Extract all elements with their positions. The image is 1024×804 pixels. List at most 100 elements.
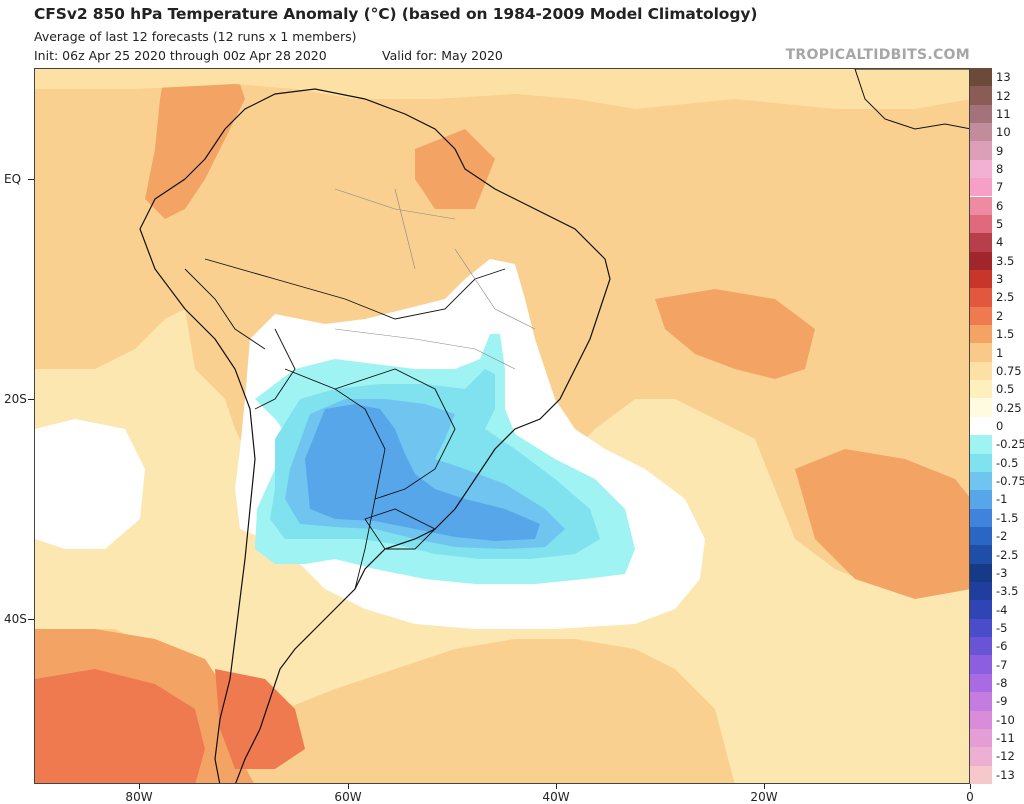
country-border-bolivia (254, 328, 296, 410)
colorbar-label: 1 (996, 345, 1004, 360)
hot-region-patagonia (215, 669, 305, 769)
colorbar-swatch (970, 269, 992, 289)
colorbar-level: -5 (970, 618, 1024, 638)
colorbar-label: 3 (996, 272, 1004, 287)
colorbar-label: 0.25 (996, 400, 1022, 415)
colorbar-label: 0.75 (996, 363, 1022, 378)
country-border-uruguay (364, 508, 436, 550)
colorbar-label: 12 (996, 88, 1011, 103)
chart-subtitle: Average of last 12 forecasts (12 runs x … (34, 29, 357, 44)
colorbar-swatch (970, 398, 992, 417)
colorbar-level: 5 (970, 214, 1024, 234)
colorbar-label: -2 (996, 529, 1008, 544)
colorbar-swatch (970, 196, 992, 215)
lon-label-40w: 40W (542, 790, 570, 804)
colorbar-label: 1.5 (996, 327, 1015, 342)
colorbar-level: 4 (970, 233, 1024, 252)
colorbar-swatch (970, 618, 992, 638)
colorbar-swatch (970, 68, 992, 87)
warm-region-atlantic (655, 289, 815, 379)
colorbar-label: 4 (996, 235, 1004, 250)
lon-tick-20w (764, 784, 765, 789)
anomaly-map (34, 68, 970, 784)
country-border-paraguay (334, 368, 456, 500)
colorbar-label: -9 (996, 694, 1008, 709)
lat-label-40s: 40S (4, 612, 27, 626)
colorbar-level: -4 (970, 600, 1024, 619)
colorbar-level: 1.5 (970, 325, 1024, 344)
state-borders-brazil (334, 188, 536, 370)
colorbar-level: -10 (970, 710, 1024, 729)
colorbar-level: 3.5 (970, 251, 1024, 270)
colorbar-level: 0.5 (970, 380, 1024, 399)
warm-region-amazon (415, 129, 495, 209)
colorbar-label: -7 (996, 657, 1008, 672)
colorbar-swatch (970, 710, 992, 729)
colorbar-level: -0.25 (970, 435, 1024, 454)
colorbar-label: -13 (996, 767, 1015, 782)
colorbar-label: 2.5 (996, 290, 1015, 305)
colorbar-swatch (970, 104, 992, 124)
country-border-peru (184, 268, 266, 350)
lon-label-60w: 60W (334, 790, 362, 804)
colorbar-swatch (970, 435, 992, 454)
colorbar-swatch (970, 343, 992, 362)
colorbar-label: 9 (996, 143, 1004, 158)
colorbar-level: 9 (970, 141, 1024, 160)
colorbar-level: -0.75 (970, 471, 1024, 491)
colorbar-level: -1 (970, 490, 1024, 509)
lat-tick-20s (28, 399, 34, 400)
colorbar-swatch (970, 545, 992, 564)
colorbar-level: -7 (970, 655, 1024, 674)
colorbar-swatch (970, 178, 992, 197)
valid-time: Valid for: May 2020 (382, 48, 503, 63)
lat-tick-40s (28, 619, 34, 620)
colorbar-level: -1.5 (970, 508, 1024, 527)
africa-coastline (854, 69, 969, 130)
lon-tick-60w (348, 784, 349, 789)
lon-label-80w: 80W (125, 790, 153, 804)
colorbar-swatch (970, 490, 992, 509)
colorbar-level: 13 (970, 68, 1024, 87)
colorbar-swatch (970, 471, 992, 491)
colorbar-swatch (970, 692, 992, 711)
colorbar-label: -12 (996, 749, 1015, 764)
colorbar-label: -3.5 (996, 584, 1019, 599)
warm-region-north-andes (145, 69, 245, 219)
colorbar-label: -0.5 (996, 455, 1019, 470)
colorbar-level: 0.25 (970, 398, 1024, 417)
colorbar-label: -4 (996, 602, 1008, 617)
colorbar-label: -2.5 (996, 547, 1019, 562)
colorbar-level: -0.5 (970, 453, 1024, 472)
colorbar-swatch (970, 637, 992, 656)
colorbar-level: 11 (970, 104, 1024, 124)
colorbar-level: -12 (970, 747, 1024, 766)
colorbar-label: 3.5 (996, 253, 1015, 268)
lat-tick-eq (28, 179, 34, 180)
colorbar-level: -9 (970, 692, 1024, 711)
lon-tick-40w (556, 784, 557, 789)
colorbar-label: 0 (996, 418, 1004, 433)
colorbar-level: 8 (970, 159, 1024, 179)
colorbar-swatch (970, 159, 992, 179)
colorbar-swatch (970, 214, 992, 234)
colorbar-label: -8 (996, 676, 1008, 691)
colorbar-label: 7 (996, 180, 1004, 195)
colorbar-label: 10 (996, 125, 1011, 140)
colorbar-level: 2 (970, 306, 1024, 325)
pale-region-north (35, 69, 969, 109)
colorbar-swatch (970, 453, 992, 472)
colorbar-label: -1 (996, 492, 1008, 507)
chart-title: CFSv2 850 hPa Temperature Anomaly (°C) (… (34, 5, 758, 23)
colorbar-swatch (970, 673, 992, 693)
colorbar-swatch (970, 728, 992, 748)
colorbar-swatch (970, 563, 992, 583)
colorbar-swatch (970, 251, 992, 270)
neutral-region-west (35, 419, 145, 549)
colorbar-level: -2.5 (970, 545, 1024, 564)
colorbar-swatch (970, 233, 992, 252)
colorbar-swatch (970, 361, 992, 381)
warm-region-africa-offshore (795, 449, 969, 599)
colorbar-swatch (970, 123, 992, 142)
colorbar-swatch (970, 747, 992, 766)
